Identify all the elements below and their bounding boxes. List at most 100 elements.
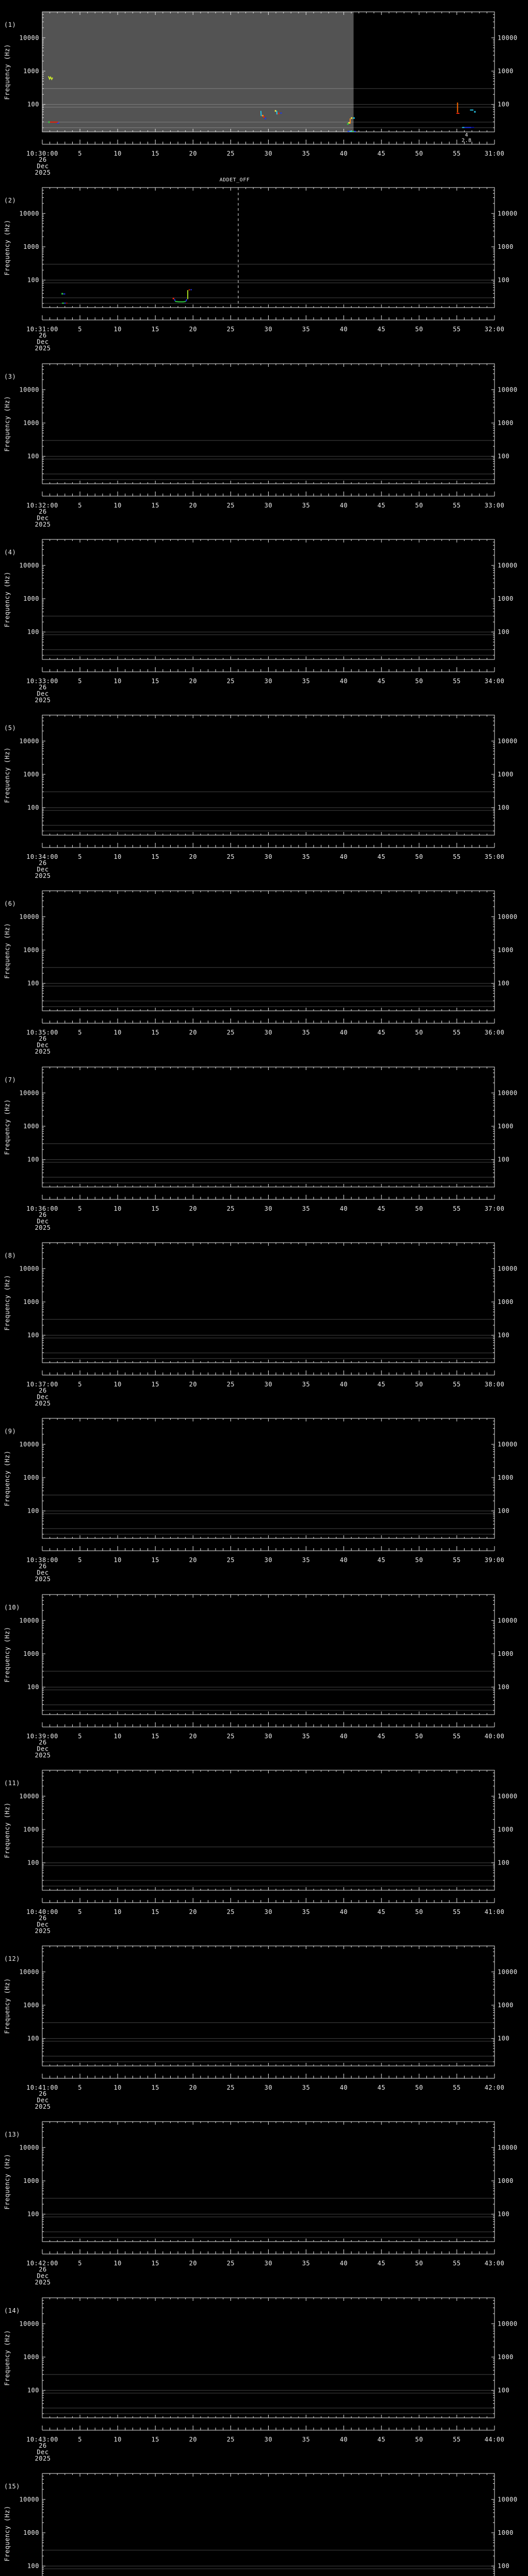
plot-border [42, 1770, 495, 1891]
axis-ticks [42, 1594, 495, 1715]
x-tick-label: 35 [302, 1029, 310, 1036]
x-tick-label: 50 [415, 2084, 423, 2091]
y-tick-label-right: 100 [498, 1859, 509, 1867]
reference-lines [42, 440, 494, 480]
x-tick-label: 55 [453, 677, 460, 685]
plot-border [42, 1945, 495, 2066]
y-tick-label-right: 100 [498, 2211, 509, 2218]
x-tick-label: 15 [152, 150, 159, 157]
axis-ticks [42, 2297, 495, 2418]
y-tick-label-right: 1000 [498, 2002, 514, 2009]
panel-index-label: (11) [4, 1780, 20, 1787]
reference-lines [42, 264, 494, 304]
x-tick-label: 55 [453, 1205, 460, 1212]
glitch-mark [263, 116, 265, 118]
y-tick-label-right: 1000 [498, 1826, 514, 1833]
x-tick-label: 50 [415, 326, 423, 333]
glitch-mark [348, 122, 350, 124]
glitch-trace [185, 299, 188, 302]
x-tick-label: 15 [152, 326, 159, 333]
y-tick-label-right: 100 [498, 453, 509, 460]
x-tick-label: 15 [152, 853, 159, 860]
x-tick-label: 40 [340, 1029, 348, 1036]
date-label: 2025 [35, 169, 51, 176]
x-tick-label: 10 [113, 1205, 121, 1212]
x-tick-label: 5 [78, 1733, 82, 1740]
spectrogram-panel-15: 10010010001000100001000010:44:0051015202… [4, 2473, 517, 2576]
date-label: 26 [39, 156, 46, 163]
y-axis-title: Frequency (Hz) [4, 219, 11, 275]
x-axis-ruler [42, 843, 495, 848]
panel-index-label: (3) [4, 373, 16, 380]
x-tick-label: 5 [78, 2084, 82, 2091]
x-tick-label: 15 [152, 502, 159, 509]
x-tick-label: 30 [265, 1556, 272, 1564]
x-tick-label: 50 [415, 1556, 423, 1564]
y-tick-label-left: 10000 [19, 2496, 39, 2503]
date-label: Dec [37, 690, 48, 698]
x-tick-label: 50 [415, 1733, 423, 1740]
x-start-time-label: 10:30:00 [26, 150, 58, 157]
glitch-mark [274, 110, 276, 112]
y-tick-label-left: 1000 [23, 771, 39, 778]
x-tick-label: 45 [377, 326, 385, 333]
date-label: 2025 [35, 1752, 51, 1759]
y-tick-label-right: 10000 [498, 2144, 518, 2151]
x-tick-label: 10 [113, 1381, 121, 1388]
x-tick-label: 25 [227, 677, 235, 685]
reference-lines [42, 2374, 494, 2414]
glitch-mark [61, 293, 63, 295]
x-tick-label: 20 [189, 1556, 197, 1564]
date-label: 2025 [35, 521, 51, 528]
plot-border [42, 1594, 495, 1715]
x-axis-ruler [42, 492, 495, 497]
glitch-trace [175, 300, 186, 302]
axis-ticks [42, 1770, 495, 1890]
x-tick-label: 25 [227, 2084, 235, 2091]
x-tick-label: 35 [302, 1205, 310, 1212]
y-tick-label-right: 1000 [498, 67, 514, 75]
y-tick-label-left: 1000 [23, 243, 39, 250]
date-label: 26 [39, 2266, 46, 2273]
y-tick-label-left: 10000 [19, 210, 39, 217]
y-tick-label-left: 10000 [19, 1440, 39, 1448]
x-tick-label: 40 [340, 1908, 348, 1916]
x-tick-label: 40 [340, 1205, 348, 1212]
date-label: 2025 [35, 2279, 51, 2286]
date-label: Dec [37, 163, 48, 170]
x-tick-label: 20 [189, 1381, 197, 1388]
y-tick-label-right: 10000 [498, 1440, 518, 1448]
x-tick-label: 10 [113, 2436, 121, 2443]
x-tick-label: 10 [113, 853, 121, 860]
x-tick-label: 5 [78, 2260, 82, 2267]
x-tick-label: 30 [265, 1381, 272, 1388]
glitch-mark [353, 117, 355, 119]
date-label: 26 [39, 332, 46, 339]
x-tick-label: 20 [189, 1908, 197, 1916]
y-tick-label-left: 10000 [19, 1968, 39, 1975]
y-axis-title: Frequency (Hz) [4, 1275, 11, 1330]
glitch-trace [48, 76, 54, 81]
date-label: 26 [39, 1211, 46, 1218]
date-label: Dec [37, 1745, 48, 1753]
x-tick-label: 50 [415, 1381, 423, 1388]
x-tick-label: 15 [152, 1908, 159, 1916]
plot-border [42, 1242, 495, 1363]
x-tick-label: 35 [302, 326, 310, 333]
y-tick-label-right: 1000 [498, 243, 514, 250]
x-tick-label: 30 [265, 326, 272, 333]
y-tick-label-right: 100 [498, 101, 509, 108]
x-tick-label: 45 [377, 1556, 385, 1564]
y-tick-label-right: 10000 [498, 386, 518, 393]
x-tick-label: 40 [340, 2260, 348, 2267]
x-tick-label: 20 [189, 853, 197, 860]
date-label: Dec [37, 2449, 48, 2456]
date-label: Dec [37, 515, 48, 522]
reference-lines [42, 1319, 494, 1359]
x-axis-ruler [42, 2074, 495, 2079]
x-tick-label: 5 [78, 1556, 82, 1564]
